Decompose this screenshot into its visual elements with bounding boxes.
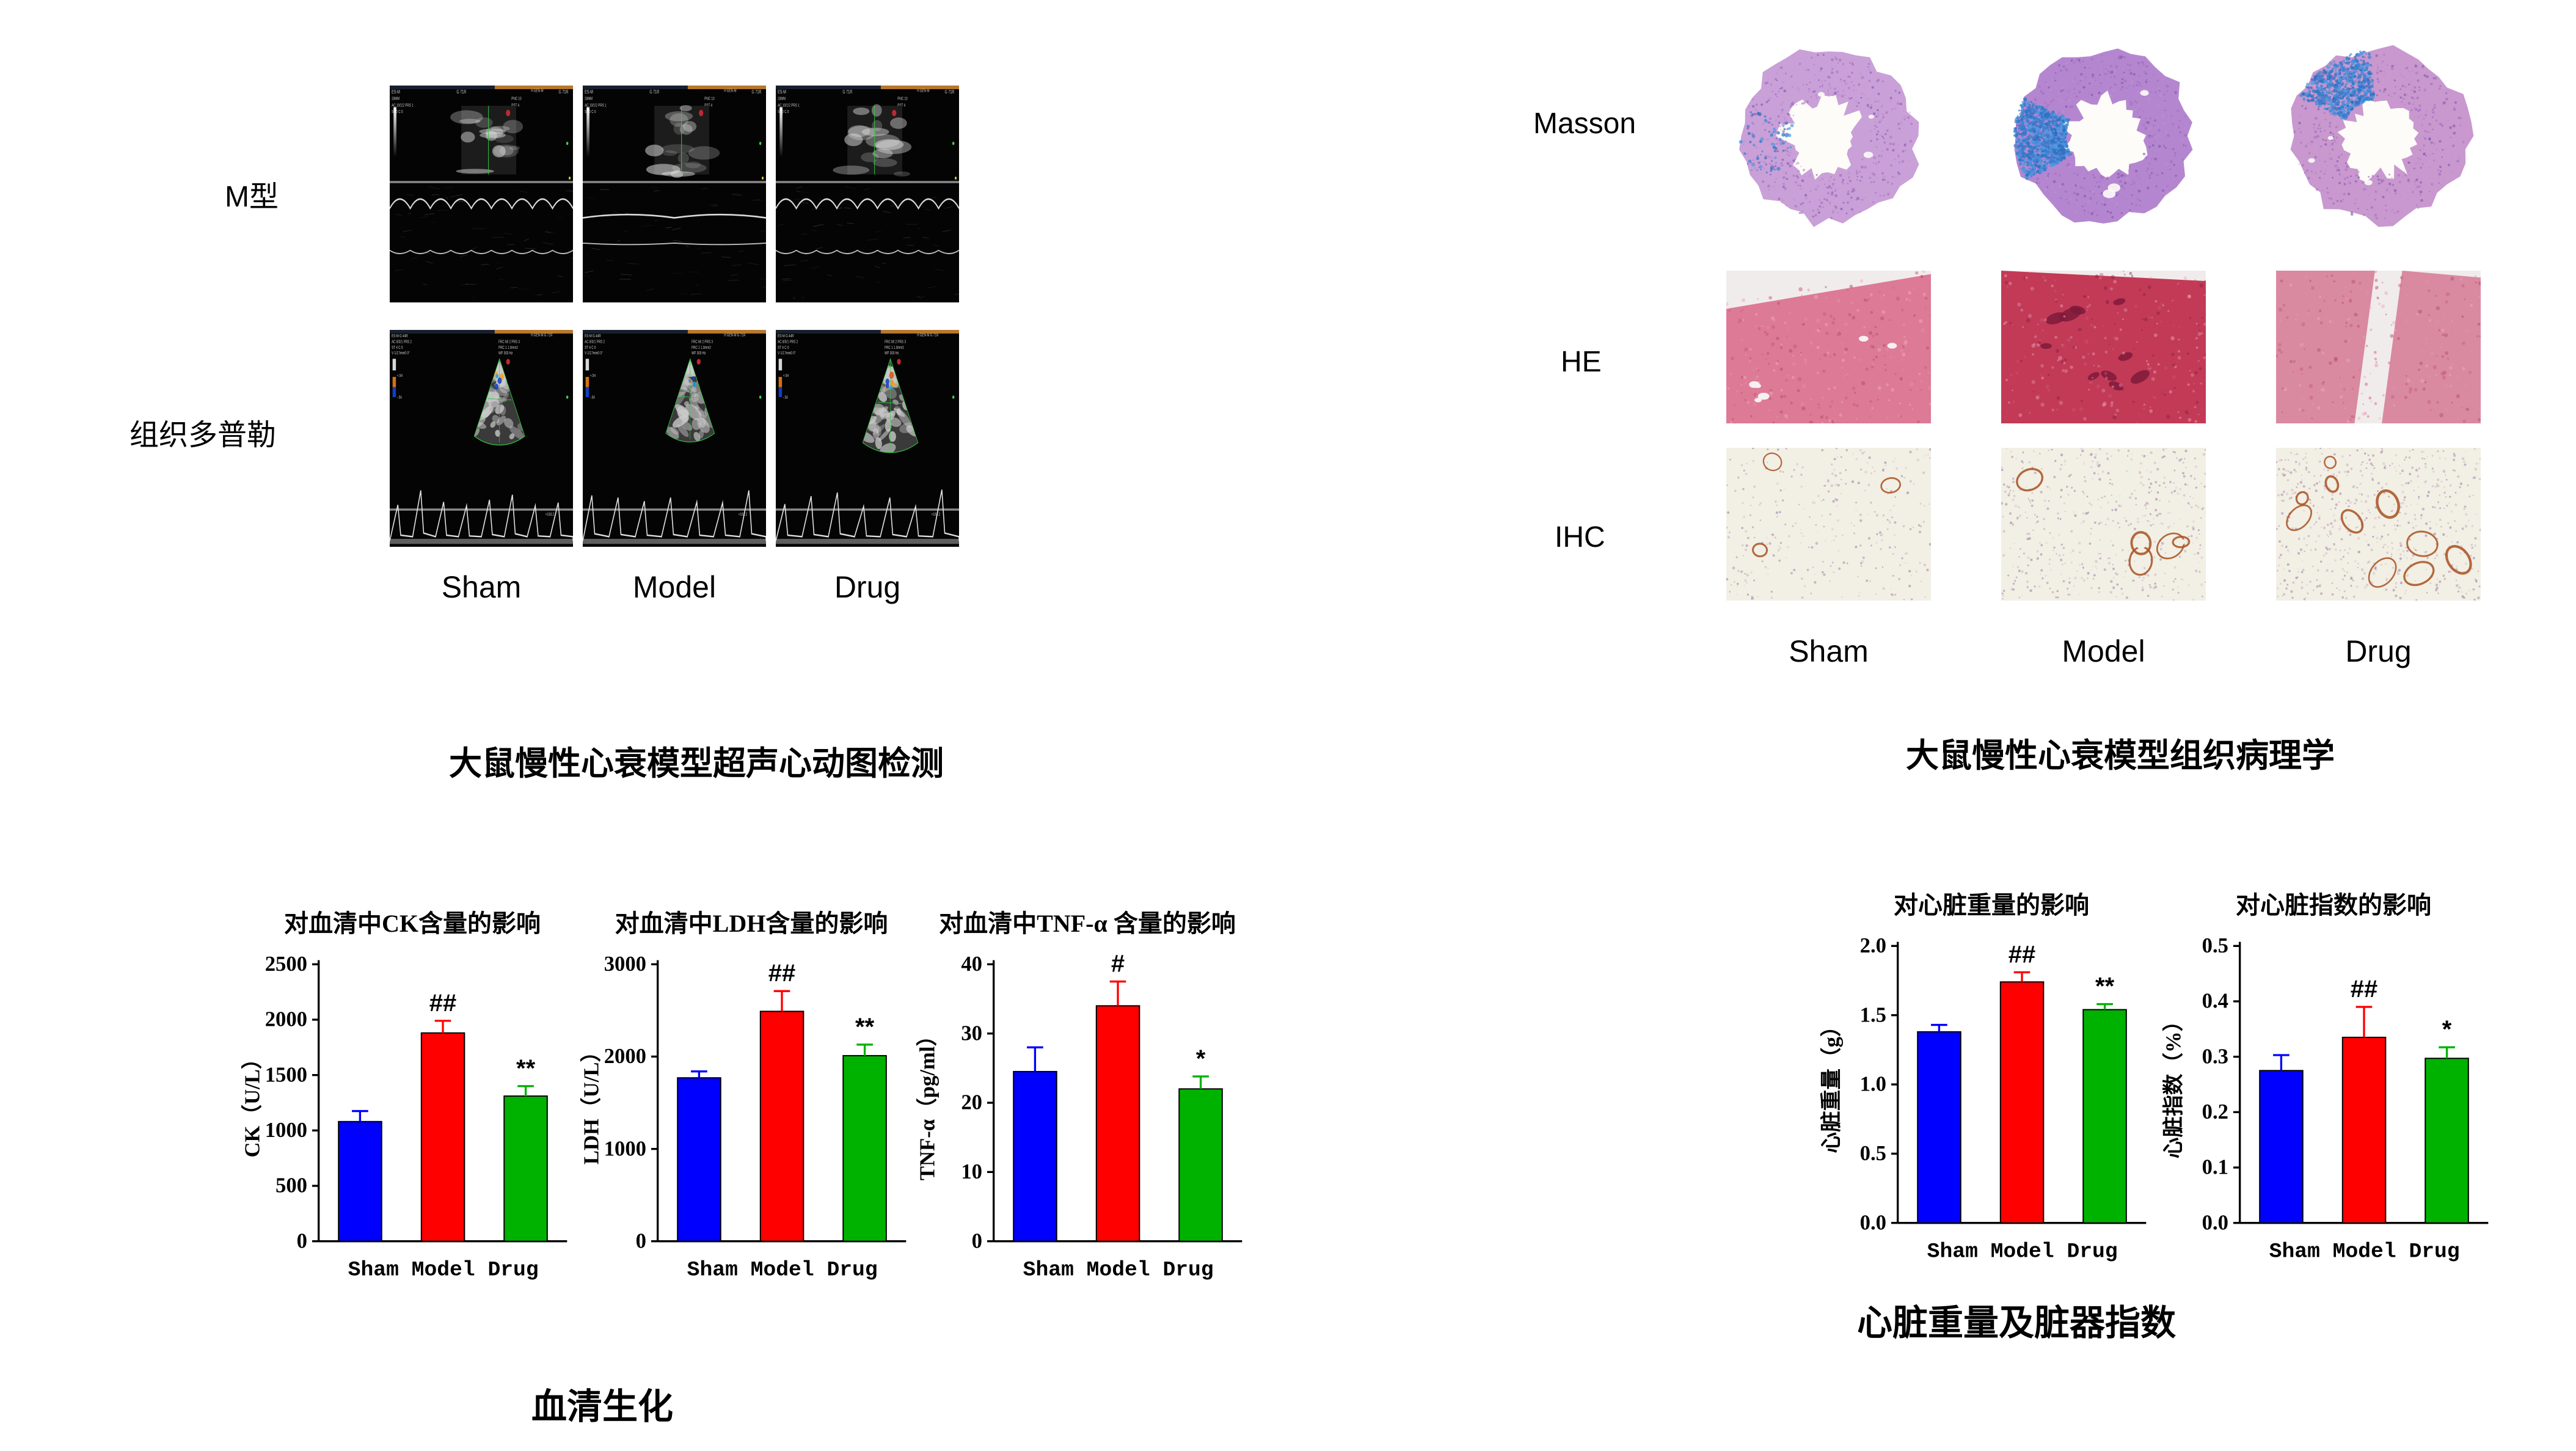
svg-text:ST 0 C 0: ST 0 C 0: [585, 110, 596, 114]
svg-text:+.54: +.54: [783, 374, 789, 378]
svg-text:H GEN-M: H GEN-M: [531, 89, 543, 93]
svg-text:+163.2: +163.2: [739, 513, 748, 517]
svg-text:ES-M G 44R: ES-M G 44R: [778, 334, 794, 338]
svg-text:FRC M/ 2 PRS 3: FRC M/ 2 PRS 3: [691, 340, 713, 345]
svg-text:ST 4 C 0: ST 4 C 0: [585, 346, 596, 350]
svg-text:G 71R: G 71R: [649, 90, 659, 95]
svg-text:-.54: -.54: [590, 396, 596, 400]
svg-text:WF 300 Hz: WF 300 Hz: [885, 352, 899, 356]
svg-text:FRC 1 1.0mm2: FRC 1 1.0mm2: [691, 346, 711, 350]
svg-text:G 71R: G 71R: [842, 90, 852, 95]
svg-text:+.54: +.54: [397, 374, 403, 378]
svg-text:+163.2: +163.2: [545, 513, 555, 517]
svg-text:AC 8/3/1 PRS 2: AC 8/3/1 PRS 2: [392, 340, 412, 345]
svg-text:ST 0 C 0: ST 0 C 0: [778, 110, 789, 114]
svg-text:ES-M: ES-M: [778, 90, 786, 95]
svg-text:ES-M: ES-M: [585, 90, 593, 95]
svg-text:+163.2: +163.2: [932, 513, 941, 517]
svg-text:33MM: 33MM: [392, 97, 400, 101]
svg-text:V 1/17mm0 0°: V 1/17mm0 0°: [392, 352, 410, 356]
svg-text:ST 0 C 0: ST 0 C 0: [392, 110, 403, 114]
svg-text:H GEN-M: H GEN-M: [724, 89, 736, 93]
svg-text:H GEN-M G 71R: H GEN-M G 71R: [724, 334, 746, 338]
svg-text:G 71R: G 71R: [752, 90, 762, 95]
svg-text:AC 8/3/1 PRS 2: AC 8/3/1 PRS 2: [778, 340, 798, 345]
svg-text:PNC 10: PNC 10: [511, 97, 522, 101]
svg-text:WF 300 Hz: WF 300 Hz: [498, 352, 513, 356]
svg-text:H GEN-M G 71R: H GEN-M G 71R: [531, 334, 553, 338]
svg-text:V 1/17mm0 0°: V 1/17mm0 0°: [778, 352, 796, 356]
svg-text:FRC 1 1.0mm2: FRC 1 1.0mm2: [885, 346, 904, 350]
svg-text:FRC M/ 2 PRS 3: FRC M/ 2 PRS 3: [885, 340, 906, 345]
svg-text:G 71R: G 71R: [559, 90, 569, 95]
svg-text:33MM: 33MM: [585, 97, 593, 101]
svg-text:ES-M: ES-M: [392, 90, 400, 95]
svg-text:ST 4 C 0: ST 4 C 0: [392, 346, 403, 350]
svg-text:ES-M G 44R: ES-M G 44R: [392, 334, 408, 338]
svg-text:FRC M/ 2 PRS 3: FRC M/ 2 PRS 3: [498, 340, 520, 345]
svg-text:ES-M G 44R: ES-M G 44R: [585, 334, 601, 338]
svg-text:H GEN-M G 71R: H GEN-M G 71R: [917, 334, 939, 338]
svg-text:ST 4 C 0: ST 4 C 0: [778, 346, 789, 350]
svg-text:PNC 10: PNC 10: [704, 97, 715, 101]
svg-text:-.54: -.54: [783, 396, 789, 400]
svg-text:33MM: 33MM: [778, 97, 786, 101]
svg-text:AC 8/3/1 PRS 2: AC 8/3/1 PRS 2: [585, 340, 605, 345]
svg-text:FRC 1 1.0mm2: FRC 1 1.0mm2: [498, 346, 518, 350]
svg-text:PNC 10: PNC 10: [897, 97, 908, 101]
svg-text:-.54: -.54: [397, 396, 403, 400]
svg-text:G 71R: G 71R: [945, 90, 955, 95]
svg-text:WF 300 Hz: WF 300 Hz: [691, 352, 706, 356]
svg-text:G 71R: G 71R: [456, 90, 466, 95]
svg-text:H GEN-M: H GEN-M: [917, 89, 929, 93]
svg-text:V 1/17mm0 0°: V 1/17mm0 0°: [585, 352, 603, 356]
svg-text:+.54: +.54: [590, 374, 596, 378]
